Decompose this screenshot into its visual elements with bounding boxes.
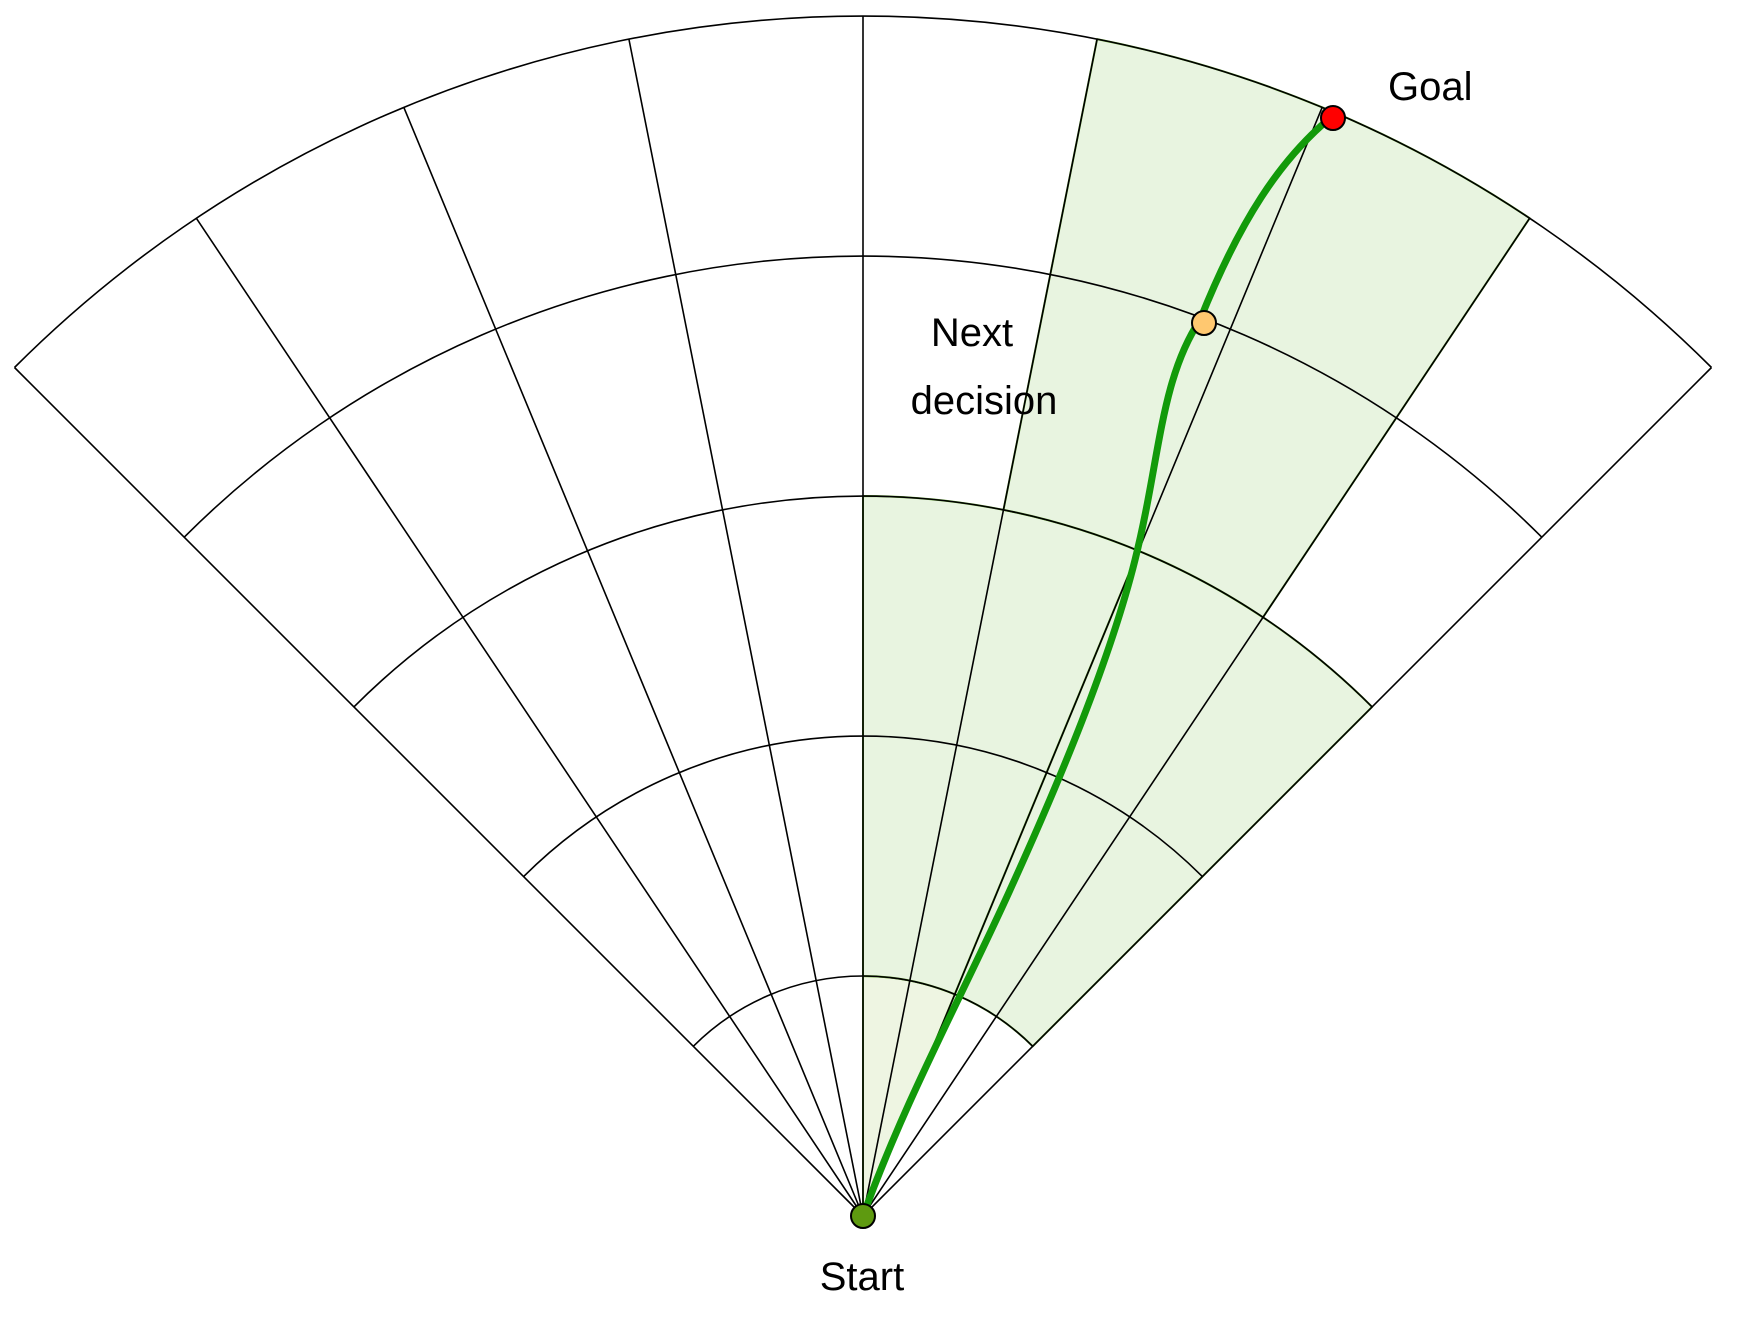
radial-spoke-4 [628, 38, 864, 1217]
radial-spoke-1 [13, 366, 864, 1217]
goal-marker [1320, 105, 1346, 131]
radial-spoke-2 [195, 217, 864, 1217]
start-marker [850, 1203, 876, 1229]
next-decision-marker [1191, 310, 1217, 336]
radial-spoke-3 [403, 106, 864, 1217]
start-label: Start [820, 1255, 904, 1299]
goal-label: Goal [1388, 65, 1473, 109]
explored-corridor [862, 38, 1531, 1217]
next-decision-label-line1: Next [931, 311, 1013, 355]
next-decision-label-line2: decision [911, 379, 1058, 423]
radial-spoke-8 [862, 217, 1531, 1217]
planned-path [859, 114, 1334, 1220]
radial-grid [13, 15, 1713, 1217]
radial-spoke-9 [862, 366, 1713, 1217]
radial-spoke-6 [862, 38, 1098, 1217]
